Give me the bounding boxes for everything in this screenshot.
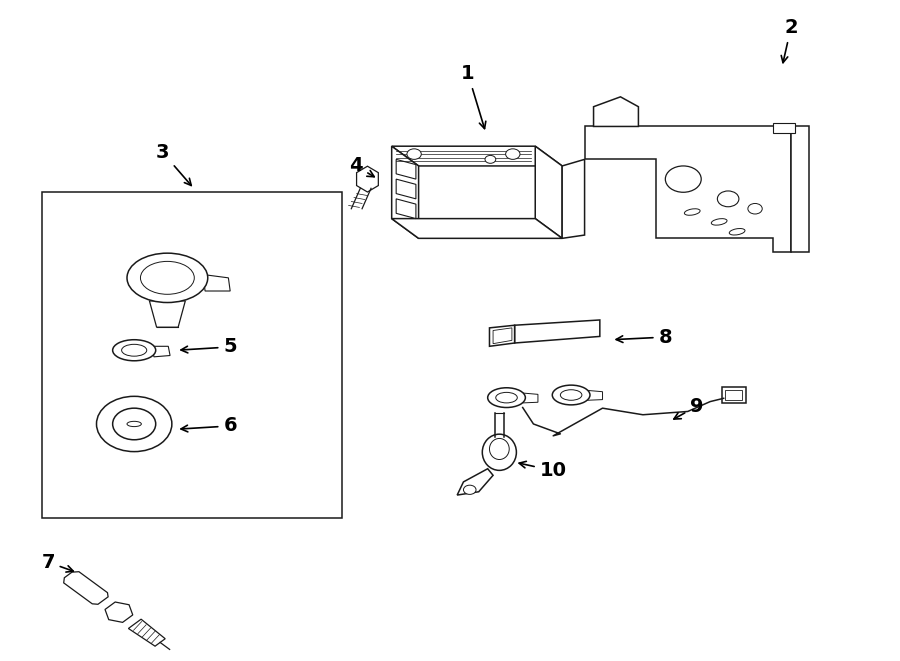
Polygon shape — [490, 325, 515, 346]
Polygon shape — [392, 146, 418, 239]
Text: 6: 6 — [181, 416, 237, 436]
Ellipse shape — [112, 340, 156, 361]
Circle shape — [96, 397, 172, 451]
Polygon shape — [562, 159, 585, 239]
Polygon shape — [64, 572, 108, 604]
Polygon shape — [392, 219, 562, 239]
Polygon shape — [152, 346, 170, 357]
Text: 3: 3 — [156, 143, 192, 186]
Circle shape — [748, 204, 762, 214]
Polygon shape — [149, 301, 185, 327]
Text: 8: 8 — [616, 328, 672, 346]
Ellipse shape — [127, 253, 208, 303]
Polygon shape — [536, 146, 562, 239]
Ellipse shape — [561, 390, 582, 401]
Polygon shape — [396, 199, 416, 219]
Text: 1: 1 — [461, 64, 486, 129]
Polygon shape — [396, 159, 416, 179]
Bar — [41, 192, 342, 518]
Circle shape — [407, 149, 421, 159]
Polygon shape — [585, 126, 791, 252]
Ellipse shape — [122, 344, 147, 356]
Polygon shape — [523, 393, 538, 403]
Bar — [773, 123, 796, 133]
Polygon shape — [594, 97, 638, 126]
Polygon shape — [105, 602, 133, 623]
Polygon shape — [515, 320, 599, 343]
Circle shape — [464, 485, 476, 494]
Circle shape — [506, 149, 520, 159]
Text: 9: 9 — [674, 397, 704, 419]
Polygon shape — [457, 469, 493, 495]
Ellipse shape — [490, 438, 509, 459]
Circle shape — [485, 155, 496, 163]
Polygon shape — [396, 179, 416, 199]
Circle shape — [112, 408, 156, 440]
Text: 7: 7 — [41, 553, 73, 572]
Polygon shape — [493, 328, 512, 344]
Ellipse shape — [553, 385, 590, 405]
Ellipse shape — [140, 261, 194, 294]
Ellipse shape — [496, 393, 518, 403]
Ellipse shape — [711, 219, 727, 225]
Polygon shape — [725, 390, 742, 401]
Polygon shape — [791, 126, 809, 252]
Ellipse shape — [729, 229, 745, 235]
Text: 10: 10 — [519, 461, 567, 480]
Polygon shape — [203, 274, 230, 291]
Text: 4: 4 — [349, 157, 374, 176]
Polygon shape — [129, 619, 166, 646]
Polygon shape — [722, 387, 746, 403]
Circle shape — [665, 166, 701, 192]
Polygon shape — [588, 391, 602, 401]
Ellipse shape — [127, 421, 141, 426]
Text: 2: 2 — [781, 19, 797, 63]
Ellipse shape — [482, 434, 517, 471]
Text: 5: 5 — [181, 338, 237, 356]
Ellipse shape — [488, 388, 526, 408]
Circle shape — [717, 191, 739, 207]
Ellipse shape — [684, 209, 700, 215]
Polygon shape — [392, 146, 562, 166]
Polygon shape — [356, 166, 378, 192]
